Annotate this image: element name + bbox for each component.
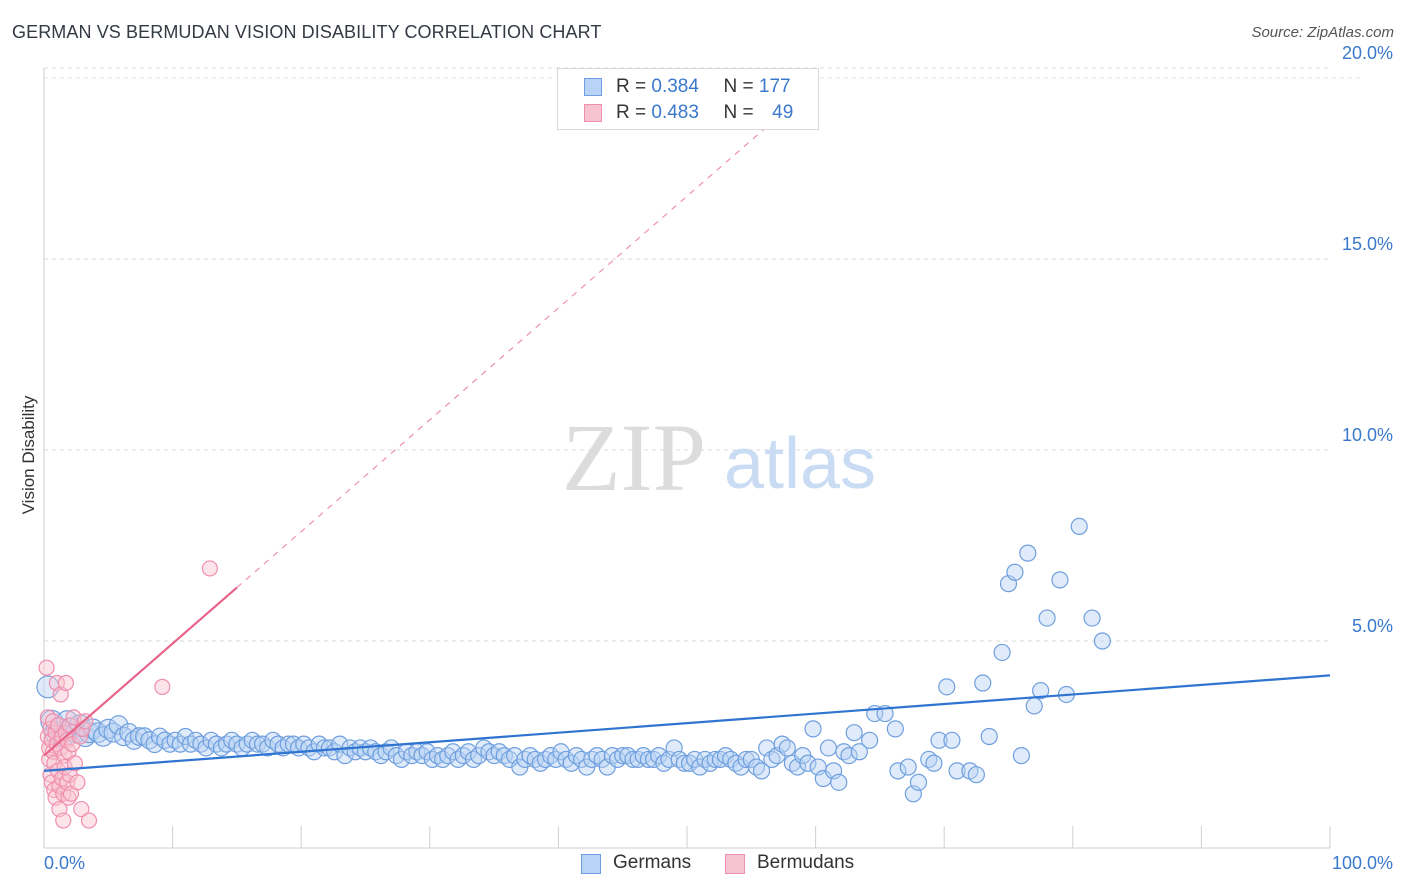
- source-label: Source: ZipAtlas.com: [1251, 24, 1394, 41]
- german-point: [819, 739, 838, 757]
- y-tick-label: 15.0%: [1342, 234, 1393, 254]
- german-point: [1051, 571, 1069, 589]
- legend-bermudans-text: R = 0.483 N = 49: [616, 102, 793, 124]
- german-point: [778, 739, 796, 757]
- n-value: 49: [772, 102, 794, 123]
- trend-lines: [43, 128, 1331, 772]
- german-point: [899, 758, 917, 776]
- german-point: [886, 720, 904, 738]
- watermark: ZIP atlas: [562, 404, 876, 511]
- german-point: [752, 762, 771, 780]
- axes: [43, 68, 1331, 849]
- german-point: [804, 720, 822, 738]
- legend-bermudans-label: Bermudans: [757, 852, 855, 873]
- r-value: 0.384: [651, 76, 699, 97]
- watermark-atlas: atlas: [724, 424, 876, 504]
- bermudan-point: [38, 659, 55, 676]
- bermudan-point: [80, 812, 98, 829]
- correlation-legend: R = 0.384 N = 177 R = 0.483 N = 49: [557, 68, 819, 130]
- x-tick-label-end: 100.0%: [1332, 853, 1393, 873]
- bermudans-swatch: [584, 104, 602, 122]
- r-label: R =: [616, 76, 647, 97]
- n-label: N =: [723, 102, 754, 123]
- watermark-zip: ZIP: [562, 404, 706, 511]
- german-point: [1083, 609, 1101, 627]
- germans-swatch: [581, 854, 601, 874]
- n-label: N =: [723, 76, 754, 97]
- r-label: R =: [616, 102, 647, 123]
- german-point: [1006, 563, 1024, 581]
- germans-swatch: [584, 78, 602, 96]
- german-point: [930, 731, 948, 749]
- y-tick-label: 5.0%: [1352, 616, 1393, 636]
- german-point: [1025, 697, 1043, 715]
- german-point: [1070, 517, 1088, 536]
- german-point: [129, 727, 149, 746]
- german-point: [1093, 632, 1111, 650]
- legend-germans-label: Germans: [613, 852, 692, 873]
- bermudan-point: [73, 800, 90, 818]
- german-point: [974, 674, 992, 692]
- german-point: [889, 762, 907, 780]
- tick-labels: 5.0% 10.0% 15.0% 20.0% 0.0% 100.0%: [44, 43, 1393, 873]
- bermudan-point: [201, 560, 218, 577]
- chart-title: GERMAN VS BERMUDAN VISION DISABILITY COR…: [12, 22, 602, 42]
- bermudans-trend-extension: [236, 128, 765, 588]
- german-point: [830, 773, 848, 791]
- german-point: [909, 773, 928, 791]
- german-point: [943, 731, 961, 749]
- gridlines: [44, 67, 1360, 642]
- german-point: [799, 754, 817, 772]
- german-point: [1019, 544, 1037, 562]
- bermudan-point: [57, 674, 74, 692]
- german-point: [108, 715, 129, 735]
- y-axis-label: Vision Disability: [19, 395, 38, 514]
- german-point: [845, 724, 863, 742]
- german-point: [1038, 609, 1056, 627]
- german-point: [113, 726, 134, 747]
- german-point: [840, 746, 858, 765]
- bermudan-point: [69, 774, 86, 791]
- german-point: [1032, 682, 1050, 700]
- r-value: 0.483: [651, 102, 699, 123]
- y-tick-label: 10.0%: [1342, 425, 1393, 445]
- german-point: [938, 678, 956, 696]
- y-tick-label: 20.0%: [1342, 43, 1393, 63]
- german-point: [948, 762, 966, 780]
- bermudan-point: [66, 755, 83, 772]
- series-legend: Germans Bermudans: [0, 850, 1406, 880]
- german-point: [925, 754, 943, 772]
- german-point: [980, 727, 998, 746]
- german-point: [993, 643, 1011, 662]
- bermudans-swatch: [725, 854, 745, 874]
- bermudans-series: [38, 560, 218, 829]
- germans-series: [36, 517, 1111, 803]
- legend-germans-text: R = 0.384 N = 177: [616, 76, 791, 98]
- german-point: [1012, 746, 1030, 765]
- bermudan-point: [55, 812, 72, 829]
- bermudan-point: [154, 678, 171, 695]
- x-tick-label-start: 0.0%: [44, 853, 85, 873]
- german-point: [850, 743, 868, 761]
- germans-trend-line: [43, 674, 1331, 772]
- bermudans-trend-line: [43, 586, 238, 757]
- n-value: 177: [758, 76, 791, 97]
- german-point: [967, 766, 985, 784]
- german-point: [861, 731, 879, 749]
